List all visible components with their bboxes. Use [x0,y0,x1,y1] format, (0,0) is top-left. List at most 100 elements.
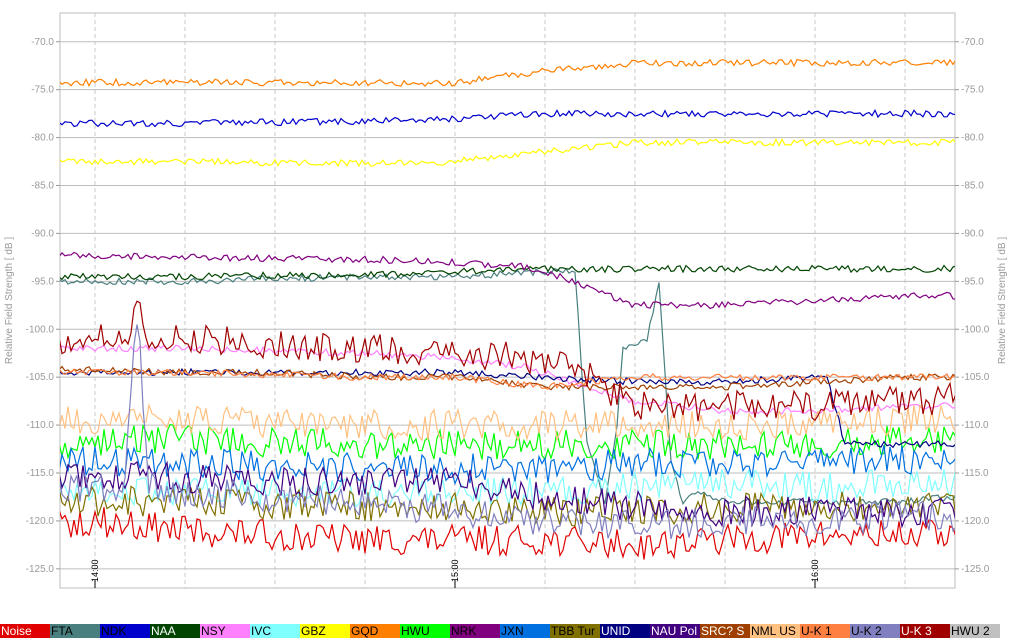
y-tick-label-left: -70.0 [31,37,54,48]
legend-label: NML US [751,624,796,638]
legend-swatch [650,624,700,638]
legend-swatch [900,624,950,638]
legend-item: NML US [750,624,800,638]
legend-item: UNID [600,624,650,638]
legend-label: HWU [401,624,430,638]
series-line-noise [60,507,955,560]
legend-item: NAA [150,624,200,638]
y-tick-label-left: -125.0 [26,564,55,575]
legend-label: JXN [501,624,524,638]
legend-item: U-K 1 [800,624,850,638]
y-tick-label-right: -110.0 [961,420,989,431]
series-line-jxn [60,445,955,486]
legend-swatch [800,624,850,638]
y-tick-label-right: -125.0 [961,564,990,575]
legend-item: FTA [50,624,100,638]
legend-swatch [0,624,50,638]
series-line-ndk [60,108,955,128]
legend-item: NSY [200,624,250,638]
legend-swatch [500,624,550,638]
y-tick-label-left: -75.0 [31,85,54,96]
legend-label: Noise [1,624,32,638]
series-line-gqd [60,58,955,88]
series-line-naa [60,264,955,281]
legend-item: NDK [100,624,150,638]
legend-item: NRK [450,624,500,638]
legend-label: U-K 3 [901,624,932,638]
y-tick-label-left: -120.0 [26,516,55,527]
y-tick-label-left: -105.0 [26,372,55,383]
legend-swatch [50,624,100,638]
series-line-u-k-2 [60,324,955,540]
legend-item: HWU 2 [950,624,1000,638]
legend-label: TBB Tur [551,624,595,638]
y-tick-label-right: -80.0 [961,133,984,144]
y-tick-label-right: -115.0 [961,468,989,479]
series-line-nsy [60,343,955,415]
legend-swatch [350,624,400,638]
legend-swatch [600,624,650,638]
legend-label: U-K 2 [851,624,882,638]
series-line-gbz [60,137,955,168]
legend-item: U-K 2 [850,624,900,638]
y-axis-title-right: Relative Field Strength [ dB ] [997,237,1008,365]
axes: -70.0 -70.0 -75.0 -75.0 -80.0 -80.0 -85.0 -85.0… [4,37,1008,588]
legend-label: SRC? S [701,624,744,638]
legend-item: GQD [350,624,400,638]
series-line-nrk [60,251,955,310]
series-line-unid [60,367,955,449]
legend-swatch [550,624,600,638]
y-tick-label-left: -95.0 [31,276,54,287]
legend-label: NSY [201,624,226,638]
legend-item: U-K 3 [900,624,950,638]
legend-label: GQD [351,624,379,638]
x-tick-label: 14:00 [90,559,100,582]
legend-item: IVC [250,624,300,638]
legend-swatch [850,624,900,638]
legend-item: HWU [400,624,450,638]
legend-label: U-K 1 [801,624,832,638]
legend-item: NAU Pol [650,624,700,638]
y-tick-label-left: -90.0 [31,228,54,239]
y-tick-label-left: -100.0 [26,324,55,335]
x-tick-label: 16:00 [810,559,820,582]
legend-swatch [200,624,250,638]
series-line-nml-us [60,402,955,443]
y-tick-label-right: -85.0 [961,181,984,192]
series-line-nau-pol [60,460,955,529]
legend-item: Noise [0,624,50,638]
legend-swatch [250,624,300,638]
legend-swatch [700,624,750,638]
legend-item: JXN [500,624,550,638]
y-axis-title-left: Relative Field Strength [ dB ] [4,237,15,365]
legend-label: HWU 2 [951,624,990,638]
series-line-hwu [60,423,955,461]
legend-swatch [950,624,1000,638]
legend-swatch [750,624,800,638]
legend-swatch [150,624,200,638]
y-tick-label-right: -100.0 [961,324,990,335]
legend-label: NAA [151,624,176,638]
legend-item: TBB Tur [550,624,600,638]
legend-label: NDK [101,624,126,638]
series-line-u-k-1 [60,368,955,391]
y-tick-label-left: -115.0 [26,468,54,479]
legend-label: IVC [251,624,271,638]
plot-area [60,58,955,560]
legend-swatch [450,624,500,638]
y-tick-label-right: -70.0 [961,37,984,48]
legend-label: NRK [451,624,476,638]
legend-swatch [300,624,350,638]
legend-swatch [100,624,150,638]
y-tick-label-left: -85.0 [31,181,54,192]
legend-label: FTA [51,624,73,638]
series-line-u-k-3 [60,300,955,422]
series-line-tbb-tur [60,485,955,527]
legend-item: GBZ [300,624,350,638]
y-tick-label-left: -80.0 [31,133,54,144]
y-tick-label-right: -90.0 [961,228,984,239]
x-tick-label: 15:00 [450,559,460,582]
series-line-fta [60,267,955,507]
legend: Noise FTA NDK NAA NSY IVC GBZ GQD HWU NRK JXN TBB T… [0,624,1000,638]
y-tick-label-right: -75.0 [961,85,984,96]
